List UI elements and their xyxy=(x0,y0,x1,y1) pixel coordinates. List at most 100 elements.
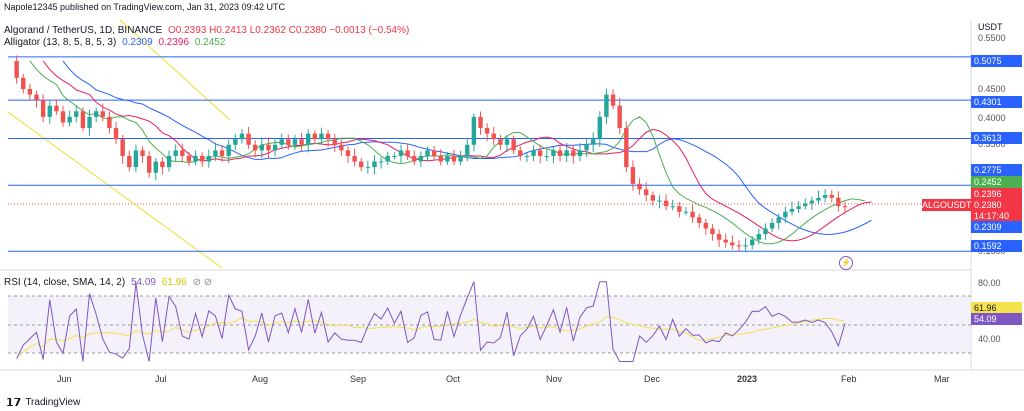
alligator-lips-value: 0.2452 xyxy=(194,37,226,48)
candle xyxy=(180,150,185,156)
candle xyxy=(657,200,662,202)
rsi-ma-value: 61.96 xyxy=(161,277,187,288)
candle xyxy=(166,155,172,168)
rsi-line xyxy=(16,281,846,363)
candle xyxy=(319,133,324,140)
month-mar: Mar xyxy=(934,374,950,384)
candle xyxy=(14,61,19,78)
candle xyxy=(756,234,762,240)
candle xyxy=(829,195,834,198)
candle xyxy=(624,128,629,168)
tradingview-footer[interactable]: 𝟭𝟳 TradingView xyxy=(6,396,80,409)
candle xyxy=(617,105,622,129)
candle xyxy=(630,167,636,184)
candle xyxy=(425,150,430,156)
candle xyxy=(451,155,457,162)
candle xyxy=(584,144,589,151)
candle xyxy=(750,239,755,246)
alligator-teeth-value: 0.2396 xyxy=(158,37,190,48)
candle xyxy=(100,111,105,117)
candle xyxy=(345,150,351,156)
candle xyxy=(445,155,450,162)
symbol-header: Algorand / TetherUS, 1D, BINANCE O0.2393… xyxy=(4,25,412,36)
price-tick-1: 0.4500 xyxy=(978,84,1006,94)
candle xyxy=(173,150,178,156)
month-oct: Oct xyxy=(446,374,461,384)
candle xyxy=(677,206,682,212)
candle xyxy=(67,116,72,123)
candle xyxy=(418,155,424,162)
last-price-tag: 0.2380 xyxy=(971,199,1022,211)
candle xyxy=(312,133,318,140)
candle xyxy=(233,139,238,145)
symbol-name[interactable]: Algorand / TetherUS, 1D, BINANCE xyxy=(4,25,163,36)
candle xyxy=(763,228,768,235)
alligator-jaw-value: 0.2309 xyxy=(122,37,153,48)
candle xyxy=(246,133,251,145)
price-tick-3: 0.3500 xyxy=(978,139,1006,149)
candle xyxy=(809,200,815,204)
candle xyxy=(796,206,801,209)
candle xyxy=(518,150,523,156)
alligator-label[interactable]: Alligator (13, 8, 5, 8, 5, 3) xyxy=(4,37,117,48)
candle xyxy=(213,150,218,156)
candle xyxy=(80,111,86,129)
candle xyxy=(690,211,695,218)
level-tag-4: 0.1592 xyxy=(971,240,1022,252)
publisher-line: Napole12345 published on TradingView.com… xyxy=(4,2,286,12)
candle xyxy=(54,105,59,112)
month-dec: Dec xyxy=(644,374,661,384)
lightning-icon[interactable]: ⚡ xyxy=(839,256,853,270)
candle xyxy=(458,155,463,162)
candle xyxy=(577,150,583,156)
rsi-ma-tag: 61.96 xyxy=(971,302,1022,314)
month-2023: 2023 xyxy=(737,374,758,384)
candle xyxy=(836,197,841,207)
countdown-tag: 14:17:40 xyxy=(971,210,1022,222)
candle xyxy=(531,150,536,156)
candle xyxy=(378,161,384,163)
level-tag-2: 0.3613 xyxy=(971,132,1022,144)
rsi-label[interactable]: RSI (14, close, SMA, 14, 2) xyxy=(4,277,126,288)
candle xyxy=(120,139,125,156)
candle xyxy=(372,161,377,168)
candle xyxy=(789,208,795,212)
candle xyxy=(590,139,596,145)
candle xyxy=(816,197,821,201)
candle xyxy=(259,144,265,151)
candle xyxy=(683,211,689,213)
candle xyxy=(146,155,152,173)
candle xyxy=(730,242,735,246)
candle xyxy=(471,116,477,145)
candle xyxy=(272,144,278,151)
month-nov: Nov xyxy=(546,374,563,384)
candle xyxy=(537,150,543,156)
candle xyxy=(359,161,364,168)
candle xyxy=(504,139,510,145)
candle xyxy=(491,133,496,140)
symbol-tag: ALGOUSDT xyxy=(922,199,972,211)
candle xyxy=(325,133,331,140)
alligator-header: Alligator (13, 8, 5, 8, 5, 3) 0.2309 0.2… xyxy=(4,37,228,48)
candle xyxy=(803,203,808,207)
rsi-options-icon[interactable]: ⊘ ⊘ xyxy=(192,277,213,288)
candle xyxy=(365,167,371,169)
candle xyxy=(723,239,728,243)
candle xyxy=(93,111,99,117)
candle xyxy=(133,150,139,168)
candle xyxy=(332,139,337,145)
candle xyxy=(783,211,788,218)
candle xyxy=(842,206,848,208)
candle xyxy=(206,155,212,162)
candle xyxy=(252,144,258,151)
candle xyxy=(769,222,775,229)
rsi-tag: 54.09 xyxy=(971,313,1022,325)
candle xyxy=(34,94,39,101)
candle xyxy=(571,150,576,156)
rsi-tick-80: 80.00 xyxy=(978,278,1001,288)
rsi-value: 54.09 xyxy=(130,277,156,288)
candle xyxy=(438,155,443,162)
price-tick-0: 0.5500 xyxy=(978,33,1006,43)
candle xyxy=(743,245,748,247)
